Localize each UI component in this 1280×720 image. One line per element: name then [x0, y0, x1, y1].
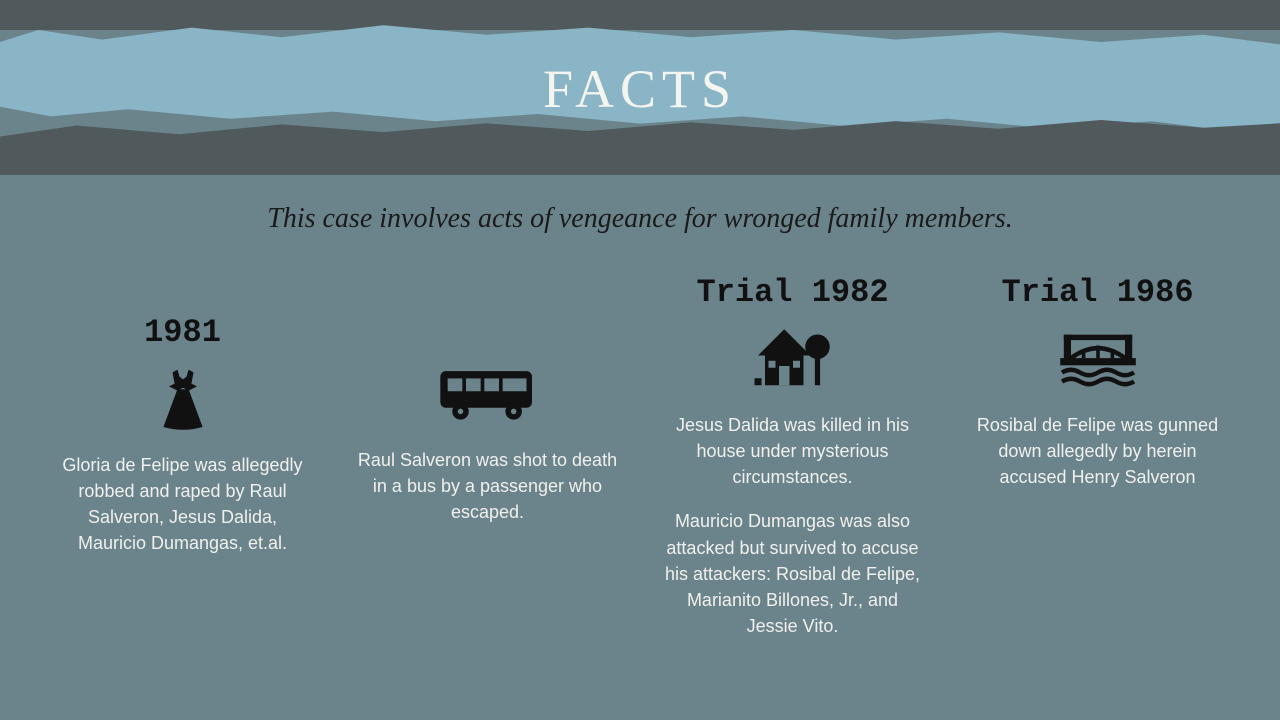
paragraph: Rosibal de Felipe was gunned down allege…: [968, 412, 1228, 490]
house-icon: [748, 324, 838, 394]
year-heading: Trial 1986: [1001, 275, 1193, 310]
torn-paper-dark-bottom: [0, 120, 1280, 175]
paragraph: Raul Salveron was shot to death in a bus…: [358, 447, 618, 525]
timeline-body: Jesus Dalida was killed in his house und…: [663, 412, 923, 639]
dress-icon: [138, 364, 228, 434]
timeline-col-2: Raul Salveron was shot to death in a bus…: [345, 275, 630, 639]
timeline-body: Rosibal de Felipe was gunned down allege…: [968, 412, 1228, 490]
torn-paper-dark-top: [0, 0, 1280, 30]
timeline-body: Gloria de Felipe was allegedly robbed an…: [53, 452, 313, 556]
page-title: FACTS: [0, 58, 1280, 120]
timeline-body: Raul Salveron was shot to death in a bus…: [358, 447, 618, 525]
bridge-icon: [1053, 324, 1143, 394]
bus-icon: [433, 359, 543, 429]
timeline-col-1: 1981 Gloria de Felipe was allegedly robb…: [40, 275, 325, 639]
paragraph: Gloria de Felipe was allegedly robbed an…: [53, 452, 313, 556]
paragraph: Mauricio Dumangas was also attacked but …: [663, 508, 923, 638]
year-heading: 1981: [144, 315, 221, 350]
timeline-col-4: Trial 1986 Rosibal de Felipe was gunned …: [955, 275, 1240, 639]
header-band: FACTS: [0, 0, 1280, 175]
timeline-columns: 1981 Gloria de Felipe was allegedly robb…: [0, 235, 1280, 639]
timeline-col-3: Trial 1982 Jesus Dalida was killed in hi…: [650, 275, 935, 639]
paragraph: Jesus Dalida was killed in his house und…: [663, 412, 923, 490]
subtitle: This case involves acts of vengeance for…: [0, 203, 1280, 235]
year-heading: Trial 1982: [696, 275, 888, 310]
